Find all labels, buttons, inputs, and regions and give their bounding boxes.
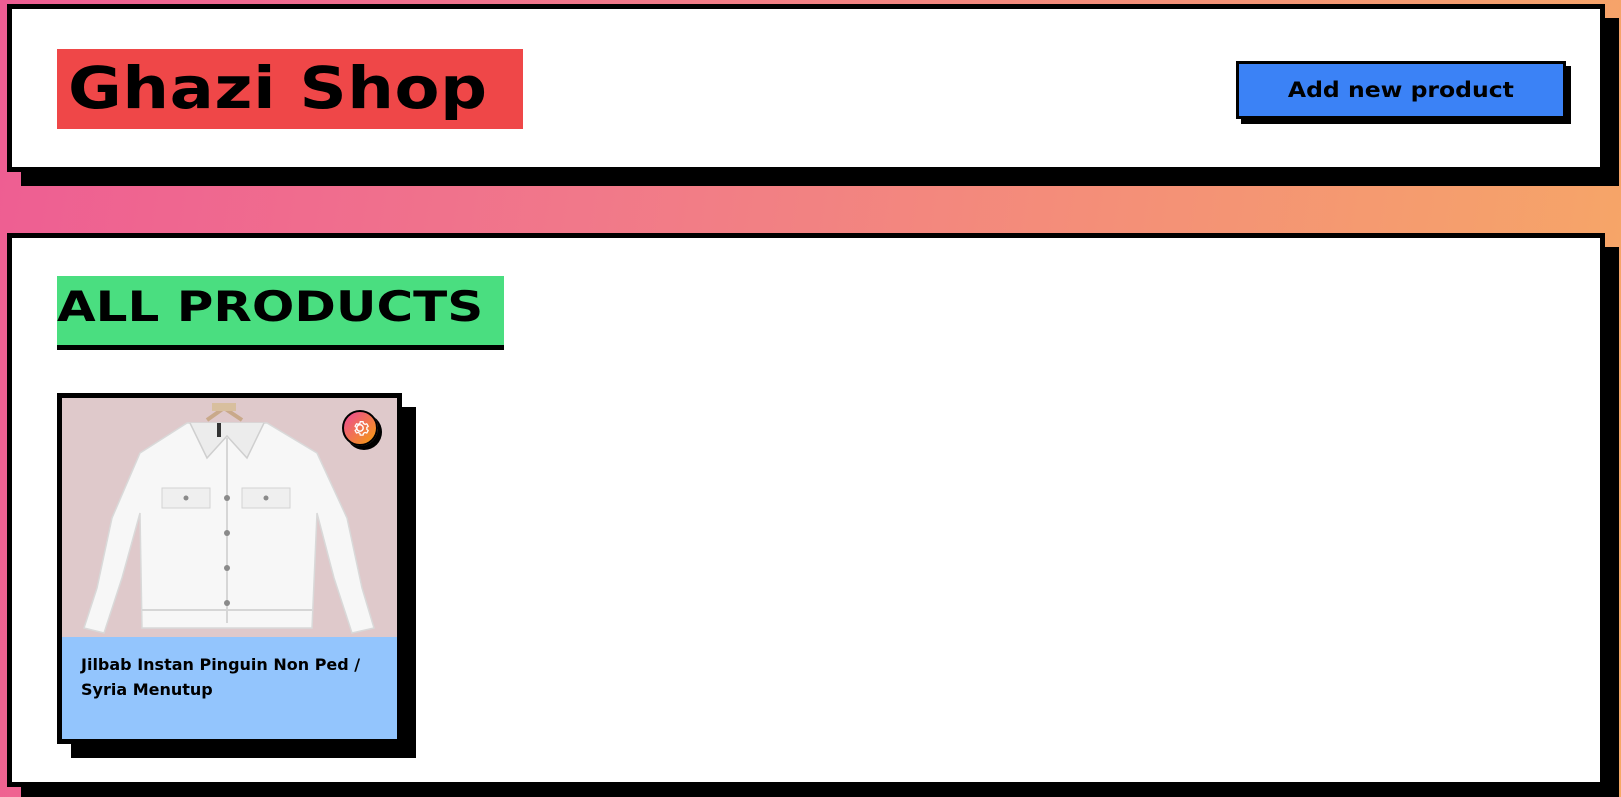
product-settings-button[interactable]: [342, 410, 378, 446]
products-section: ALL PRODUCTS: [7, 233, 1605, 787]
product-name: Jilbab Instan Pinguin Non Ped / Syria Me…: [81, 655, 361, 699]
header: Ghazi Shop Add new product: [7, 4, 1605, 172]
shop-title: Ghazi Shop: [68, 54, 488, 122]
shop-title-background: [57, 49, 523, 129]
section-title-background: [57, 276, 504, 350]
add-new-product-button[interactable]: Add new product: [1236, 61, 1566, 119]
product-card[interactable]: Jilbab Instan Pinguin Non Ped / Syria Me…: [57, 393, 402, 744]
product-image[interactable]: [62, 398, 397, 637]
add-new-product-label: Add new product: [1287, 78, 1515, 102]
gear-icon: [354, 421, 369, 436]
white-denim-jacket-image: [62, 398, 397, 637]
section-title: ALL PRODUCTS: [57, 282, 484, 331]
